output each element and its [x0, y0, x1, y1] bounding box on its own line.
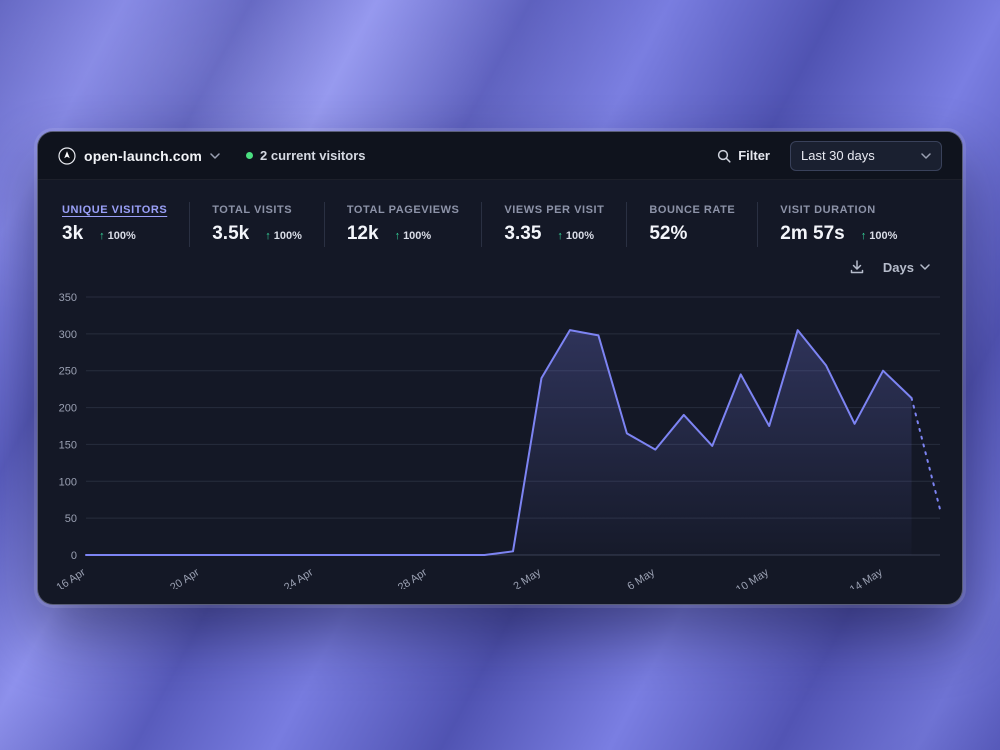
stat-value: 3.5k — [212, 223, 250, 244]
y-axis-label: 250 — [59, 366, 77, 378]
chevron-down-icon — [210, 152, 220, 159]
y-axis-label: 50 — [65, 513, 77, 525]
y-axis-label: 150 — [59, 439, 77, 451]
stat-change: ↑ 100% — [860, 230, 898, 242]
x-axis-label: 28 Apr — [396, 566, 429, 589]
filter-button[interactable]: Filter — [717, 148, 770, 163]
y-axis-label: 200 — [59, 403, 77, 415]
filter-label: Filter — [738, 148, 770, 163]
x-axis-label: 16 Apr — [56, 566, 88, 589]
search-icon — [717, 149, 731, 163]
card-header: open-launch.com 2 current visitors Filte… — [38, 132, 962, 180]
current-visitors[interactable]: 2 current visitors — [246, 148, 366, 163]
stat-change: ↑ 100% — [265, 230, 302, 242]
y-axis-label: 350 — [59, 292, 77, 304]
stat-label: UNIQUE VISITORS — [62, 204, 168, 216]
stats-row: UNIQUE VISITORS 3k ↑ 100% TOTAL VISITS 3.5k ↑ 1… — [38, 180, 962, 255]
chart-line — [85, 329, 913, 556]
analytics-card: open-launch.com 2 current visitors Filte… — [37, 131, 963, 605]
stat-total-visits[interactable]: TOTAL VISITS 3.5k ↑ 100% — [189, 202, 324, 247]
stat-value: 2m 57s — [780, 223, 845, 244]
x-axis-label: 6 May — [625, 566, 657, 589]
x-axis-label: 20 Apr — [168, 566, 201, 589]
chart-area — [86, 330, 912, 555]
chart-controls: Days — [38, 255, 962, 279]
stat-label: TOTAL VISITS — [212, 204, 293, 216]
date-range-value: Last 30 days — [801, 148, 875, 163]
stat-bounce-rate[interactable]: BOUNCE RATE 52% — [626, 202, 757, 247]
stat-visit-duration[interactable]: VISIT DURATION 2m 57s ↑ 100% — [757, 202, 919, 247]
stat-value: 52% — [649, 223, 688, 244]
header-right: Filter Last 30 days — [717, 140, 942, 171]
stat-label: VISIT DURATION — [780, 204, 876, 216]
live-dot-icon — [246, 152, 253, 159]
stat-change: ↑ 100% — [394, 230, 432, 242]
stat-unique-visitors[interactable]: UNIQUE VISITORS 3k ↑ 100% — [62, 202, 189, 247]
interval-label: Days — [882, 259, 914, 275]
stat-change: ↑ 100% — [557, 230, 595, 242]
stat-value: 12k — [346, 223, 379, 244]
x-axis-label: 10 May — [734, 566, 771, 589]
y-axis-label: 0 — [71, 550, 77, 562]
x-axis-label: 14 May — [848, 566, 885, 589]
stat-label: VIEWS PER VISIT — [504, 204, 605, 216]
chart-line-dashed — [910, 396, 941, 511]
date-range-select[interactable]: Last 30 days — [790, 140, 942, 171]
x-axis-label: 24 Apr — [282, 566, 315, 589]
up-arrow-icon: ↑ — [265, 230, 271, 242]
y-axis-label: 100 — [59, 476, 77, 488]
up-arrow-icon: ↑ — [394, 230, 401, 242]
y-axis-label: 300 — [59, 329, 77, 341]
stat-value: 3.35 — [504, 223, 542, 244]
stat-change: ↑ 100% — [99, 230, 136, 242]
x-axis-label: 2 May — [511, 566, 543, 589]
download-button[interactable] — [849, 259, 865, 275]
site-favicon-icon — [58, 146, 76, 165]
stat-total-pageviews[interactable]: TOTAL PAGEVIEWS 12k ↑ 100% — [323, 202, 482, 247]
current-visitors-label: 2 current visitors — [260, 148, 366, 163]
site-name: open-launch.com — [84, 147, 202, 164]
stat-value: 3k — [62, 223, 84, 244]
up-arrow-icon: ↑ — [557, 230, 563, 242]
stat-label: BOUNCE RATE — [649, 204, 736, 216]
stat-views-per-visit[interactable]: VIEWS PER VISIT 3.35 ↑ 100% — [481, 202, 626, 247]
chevron-down-icon — [920, 264, 930, 270]
up-arrow-icon: ↑ — [860, 230, 867, 242]
chevron-down-icon — [921, 152, 931, 159]
stat-label: TOTAL PAGEVIEWS — [346, 204, 460, 216]
interval-select[interactable]: Days — [883, 260, 930, 275]
site-switcher[interactable]: open-launch.com — [58, 146, 220, 165]
visitors-chart: 0 50 100 150 200 250 300 350 16 Apr 20 Apr 24 Apr 2… — [56, 292, 941, 589]
up-arrow-icon: ↑ — [99, 230, 105, 242]
chart-wrap: 0 50 100 150 200 250 300 350 16 Apr 20 Apr 24 Apr 2… — [38, 279, 962, 604]
